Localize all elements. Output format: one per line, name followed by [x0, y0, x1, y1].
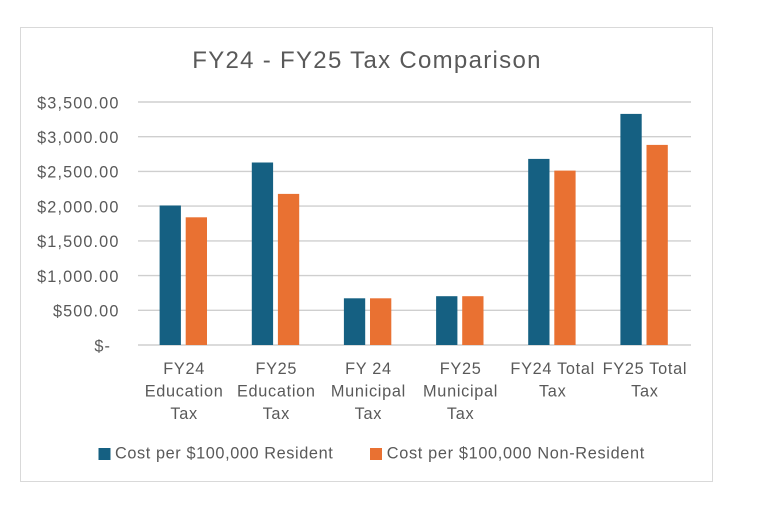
svg-text:Municipal: Municipal	[423, 383, 498, 401]
svg-text:Tax: Tax	[631, 383, 658, 401]
svg-text:Cost per $100,000 Resident: Cost per $100,000 Resident	[115, 445, 333, 463]
svg-text:$3,500.00: $3,500.00	[37, 94, 119, 112]
svg-text:Tax: Tax	[447, 405, 474, 423]
svg-text:$2,500.00: $2,500.00	[37, 164, 119, 182]
svg-text:Tax: Tax	[263, 405, 290, 423]
svg-text:$1,500.00: $1,500.00	[37, 233, 119, 251]
svg-text:FY24 Total: FY24 Total	[510, 360, 595, 378]
svg-text:FY25 Total: FY25 Total	[603, 360, 688, 378]
svg-text:Education: Education	[145, 383, 224, 401]
svg-text:Tax: Tax	[539, 383, 566, 401]
svg-text:Cost per $100,000 Non-Resident: Cost per $100,000 Non-Resident	[387, 445, 645, 463]
svg-text:Education: Education	[237, 383, 316, 401]
svg-text:FY25: FY25	[440, 360, 482, 378]
svg-text:$2,000.00: $2,000.00	[37, 198, 119, 216]
svg-text:Tax: Tax	[170, 405, 197, 423]
svg-text:FY24 - FY25 Tax Comparison: FY24 - FY25 Tax Comparison	[192, 47, 542, 74]
svg-text:$3,000.00: $3,000.00	[37, 129, 119, 147]
svg-text:Tax: Tax	[355, 405, 382, 423]
svg-text:$1,000.00: $1,000.00	[37, 268, 119, 286]
svg-text:Municipal: Municipal	[331, 383, 406, 401]
svg-text:FY24: FY24	[163, 360, 205, 378]
svg-text:FY 24: FY 24	[345, 360, 392, 378]
svg-text:FY25: FY25	[255, 360, 297, 378]
svg-text:$-: $-	[94, 337, 111, 355]
svg-text:$500.00: $500.00	[53, 303, 120, 321]
